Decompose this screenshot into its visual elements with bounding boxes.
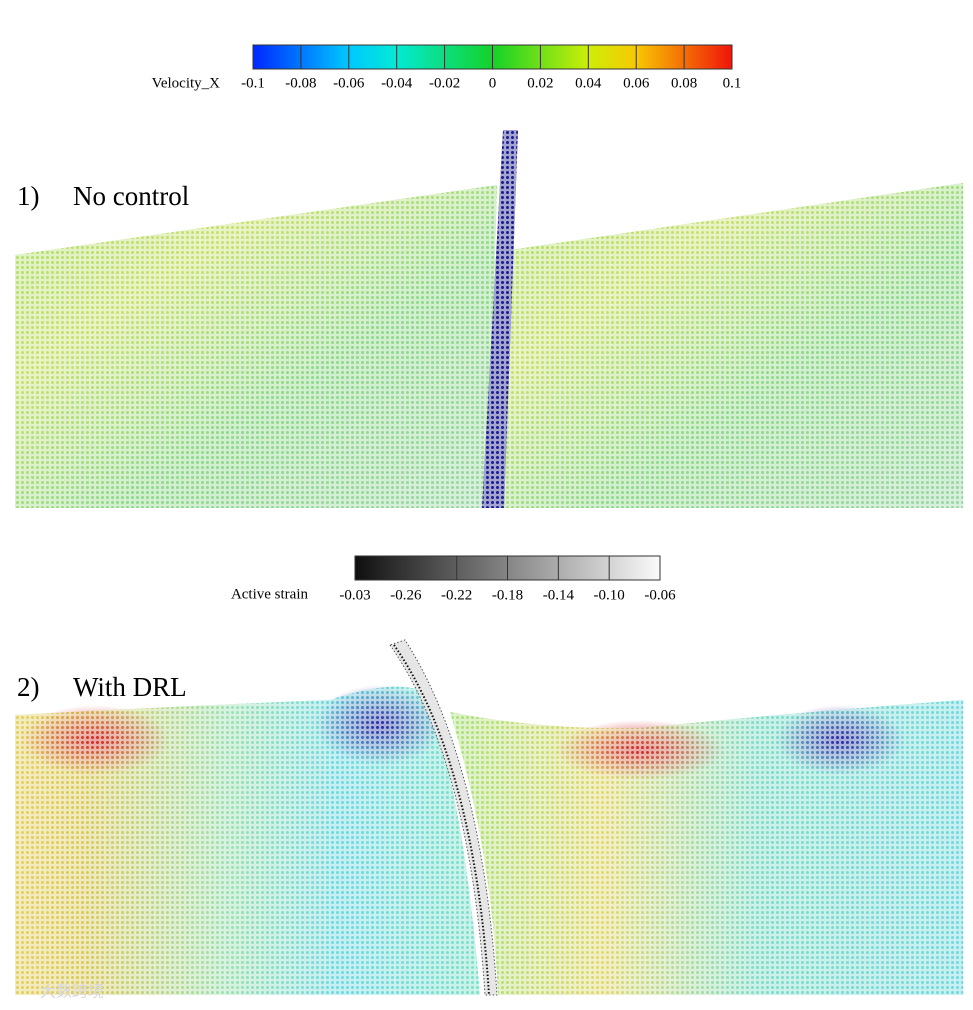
particle-texture — [15, 183, 963, 508]
colorbar-tick-label: -0.14 — [543, 587, 575, 603]
panel-title: No control — [73, 181, 189, 211]
colorbar-tick-label: -0.10 — [594, 587, 625, 603]
colorbar-tick-label: -0.06 — [644, 587, 676, 603]
colorbar-tick-label: -0.06 — [333, 75, 365, 91]
beam — [389, 639, 498, 996]
panel-number: 2) — [17, 672, 40, 702]
colorbar-tick-label: -0.02 — [429, 75, 460, 91]
colorbar-tick-label: -0.18 — [492, 587, 523, 603]
beam-edge — [393, 644, 490, 996]
colorbar-tick-label: -0.1 — [241, 75, 265, 91]
particle-field — [15, 639, 963, 996]
panel-title: With DRL — [73, 672, 187, 702]
particle-texture — [15, 686, 963, 995]
beam-texture — [482, 130, 518, 508]
particle-field — [15, 130, 963, 508]
colorbar-label: Active strain — [231, 586, 309, 602]
colorbar-label: Velocity_X — [152, 75, 220, 91]
colorbar-tick-label: -0.04 — [381, 75, 413, 91]
colorbar-tick-label: -0.03 — [339, 587, 370, 603]
colorbar-strain: -0.03 -0.26 -0.22 -0.18 -0.14 -0.10 -0.06 — [339, 555, 676, 603]
panel-number: 1) — [17, 181, 40, 211]
colorbar-tick-label: 0.06 — [623, 75, 650, 91]
colorbar-tick-label: -0.22 — [441, 587, 472, 603]
colorbar-velocity: -0.1 -0.08 -0.06 -0.04 -0.02 0 0.02 0.04 0.06 0.0… — [241, 44, 742, 91]
colorbar-tick-label: -0.26 — [390, 587, 422, 603]
colorbar-tick-label: -0.08 — [285, 75, 316, 91]
watermark: 大数跨境 — [40, 982, 104, 1001]
colorbar-tick-label: 0.1 — [723, 75, 742, 91]
colorbar-tick-label: 0.04 — [575, 75, 602, 91]
colorbar-tick-label: 0.02 — [527, 75, 553, 91]
colorbar-tick-label: 0 — [489, 75, 497, 91]
colorbar-tick-label: 0.08 — [671, 75, 697, 91]
